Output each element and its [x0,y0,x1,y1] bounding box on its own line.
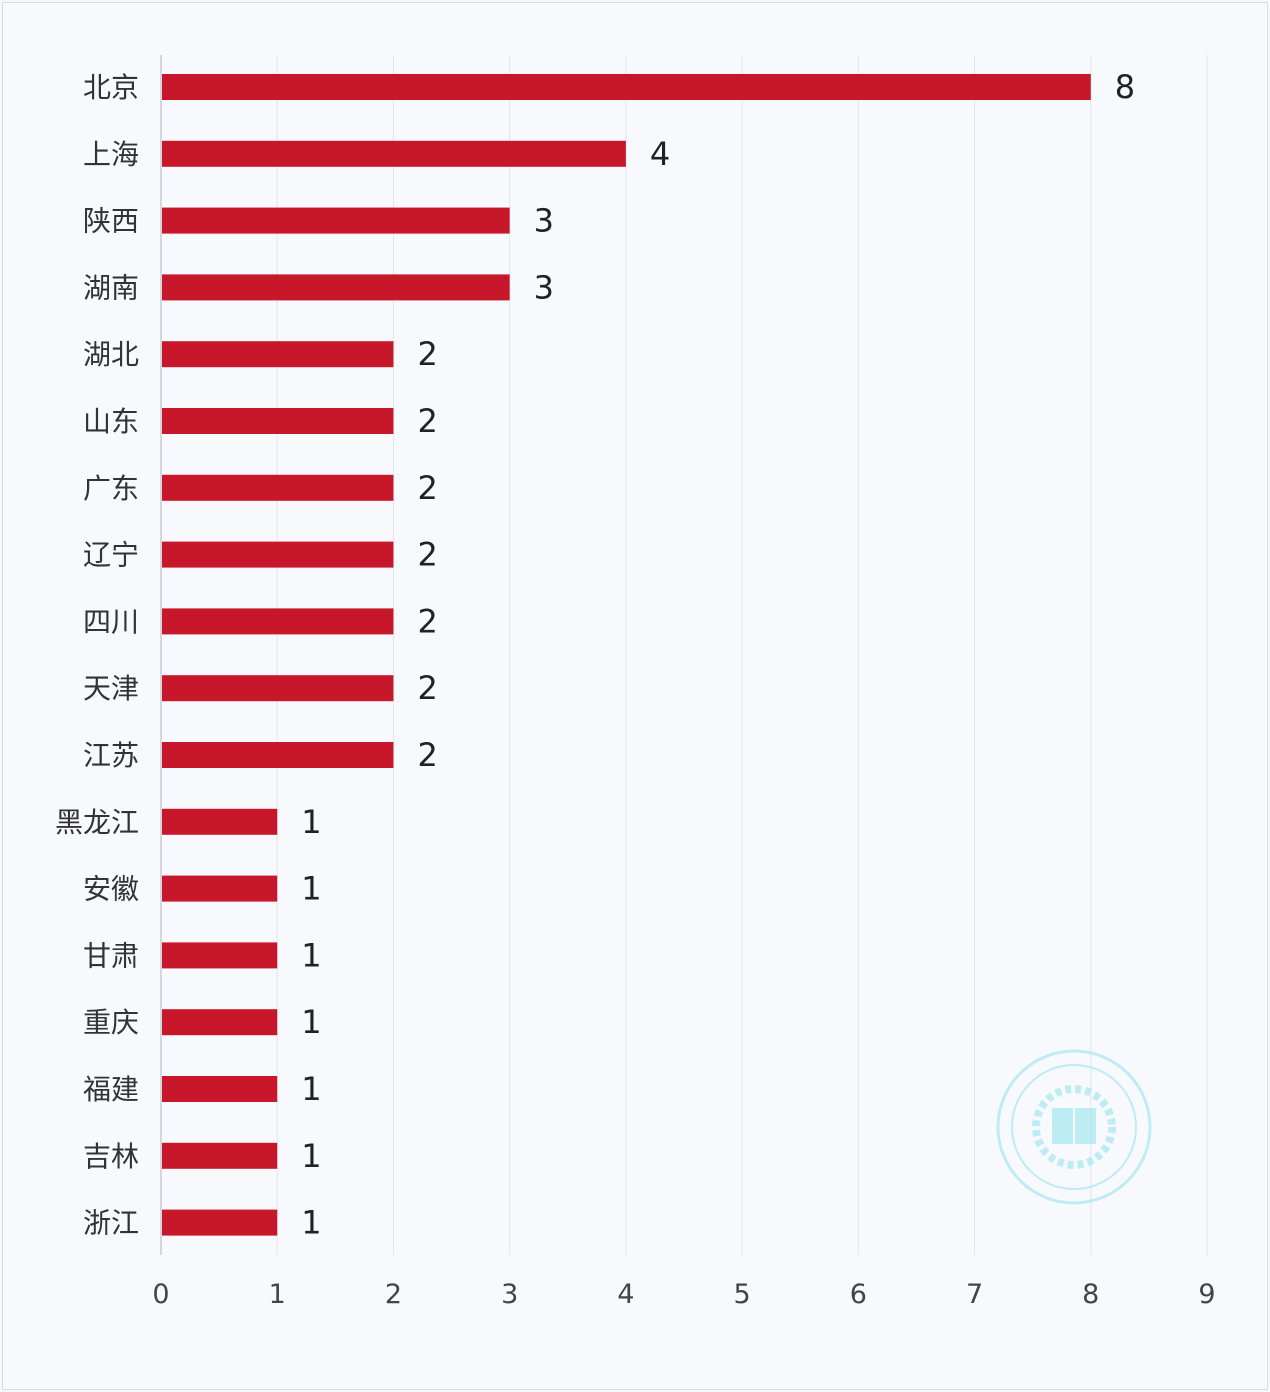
data-label: 2 [417,536,437,574]
data-label: 3 [534,268,554,306]
category-label: 浙江 [83,1207,139,1240]
category-label: 甘肃 [83,939,139,972]
data-label: 2 [417,335,437,373]
bar [162,74,1091,100]
x-tick-label: 1 [269,1279,286,1310]
x-tick-label: 5 [734,1279,751,1310]
x-tick-label: 6 [850,1279,867,1310]
data-label: 8 [1115,68,1135,106]
data-label: 2 [417,669,437,707]
bar [162,274,510,301]
x-tick-label: 2 [385,1279,402,1310]
bar [162,1076,278,1102]
bar [162,675,394,702]
bar [162,1142,278,1169]
data-label: 1 [301,1070,321,1108]
category-label: 福建 [83,1073,139,1106]
category-label: 湖南 [83,271,139,304]
x-tick-label: 9 [1198,1279,1215,1310]
bars [162,74,1091,1236]
x-tick-label: 4 [617,1279,634,1310]
x-axis-ticks: 0 1 2 3 4 5 6 7 8 9 [152,1279,1215,1310]
grid-lines [160,55,1208,1255]
data-label: 2 [417,736,437,774]
data-label: 4 [650,135,670,173]
data-label: 1 [301,870,321,908]
category-label: 黑龙江 [55,806,139,839]
bar [162,808,278,835]
x-tick-label: 7 [966,1279,983,1310]
bar [162,474,394,501]
data-label: 1 [301,803,321,841]
data-label: 1 [301,1003,321,1041]
category-label: 重庆 [83,1006,139,1039]
category-label: 天津 [83,672,139,705]
category-label: 四川 [83,605,139,638]
bar [162,742,394,768]
bar [162,541,394,568]
bar [162,140,626,167]
x-tick-label: 0 [152,1279,169,1310]
seal-watermark-icon [996,1049,1152,1205]
data-label: 1 [301,936,321,974]
category-label: 江苏 [83,739,139,772]
category-label: 安徽 [83,873,139,906]
bar [162,207,510,234]
data-label: 1 [301,1137,321,1175]
category-label: 湖北 [83,338,139,371]
category-label: 陕西 [83,205,139,238]
bar [162,1009,278,1036]
category-label: 吉林 [83,1140,139,1173]
category-label: 山东 [83,405,139,438]
bar [162,1209,278,1236]
category-label: 上海 [83,138,139,171]
category-label: 辽宁 [83,539,139,572]
category-label: 广东 [83,472,139,505]
data-label: 2 [417,602,437,640]
data-label: 2 [417,402,437,440]
bar [162,875,278,902]
bar [162,341,394,368]
x-tick-label: 8 [1082,1279,1099,1310]
data-label: 1 [301,1204,321,1242]
category-label: 北京 [83,71,139,104]
x-tick-label: 3 [501,1279,518,1310]
labels: 北京 8 上海 4 陕西 3 湖南 3 湖北 2 山东 2 广东 2 辽宁 2 四川 2 天津 2 江苏 2 黑龙江 1 安徽 1… [55,68,1135,1242]
bar [162,608,394,635]
bar [162,408,394,434]
bar [162,942,278,969]
data-label: 3 [534,202,554,240]
data-label: 2 [417,469,437,507]
